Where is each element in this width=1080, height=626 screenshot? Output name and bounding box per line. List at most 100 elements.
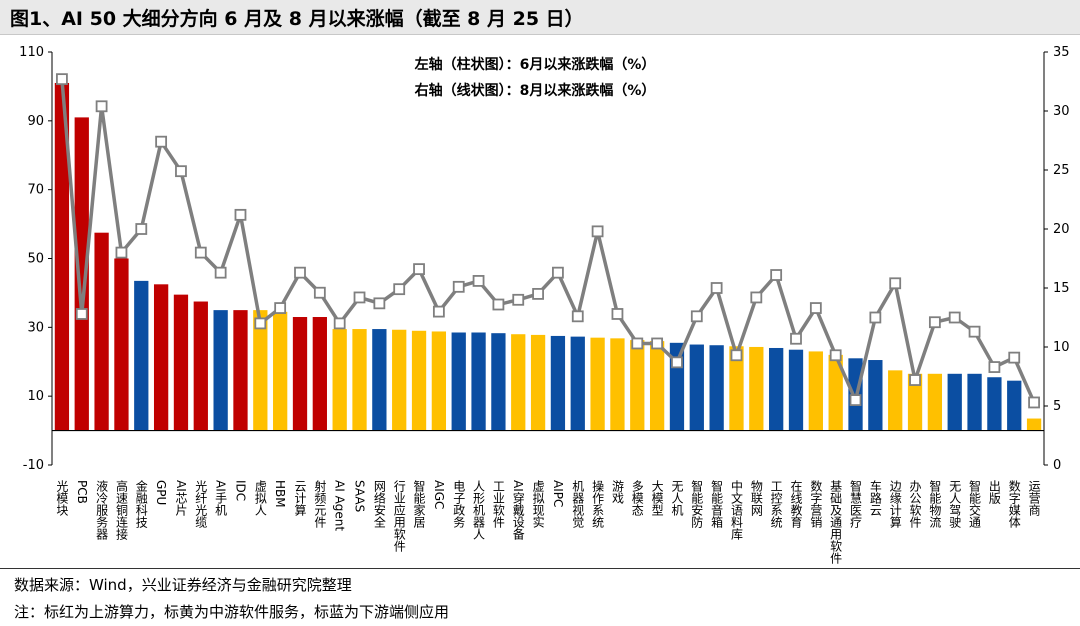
title-bar: 图1、AI 50 大细分方向 6 月及 8 月以来涨幅（截至 8 月 25 日） (0, 0, 1080, 35)
color-legend-note: 注：标红为上游算力，标黄为中游软件服务，标蓝为下游端侧应用 (14, 603, 450, 621)
left-tick-label: 50 (27, 252, 44, 267)
bar (233, 310, 248, 431)
bar (927, 373, 943, 431)
line-point (968, 325, 981, 338)
category-label: AI芯片 (174, 480, 188, 516)
right-tick-label: 15 (1053, 281, 1070, 296)
category-label: SAAS (353, 480, 367, 512)
line-point (115, 246, 128, 259)
category-label: 云计算 (293, 480, 307, 516)
line-point (294, 266, 306, 279)
line-point (909, 374, 921, 386)
bar (888, 370, 903, 431)
category-label: 边缘计算 (888, 480, 902, 528)
line-point (512, 293, 525, 306)
category-label: 中文语料库 (729, 479, 743, 541)
category-label: 虚拟人 (253, 480, 267, 516)
right-tick-label: 20 (1053, 222, 1070, 237)
footer-divider (0, 568, 1080, 569)
bar (1026, 418, 1042, 431)
legend-bar-series: 左轴（柱状图）：6月以来涨跌幅（%） (414, 56, 656, 73)
bar (749, 346, 764, 431)
source-note: 数据来源：Wind，兴业证券经济与金融研究院整理 (14, 576, 352, 594)
left-tick-label: 30 (27, 320, 44, 335)
line-point (194, 246, 207, 259)
bar (392, 329, 407, 431)
bar (947, 373, 962, 431)
line-point (750, 291, 763, 304)
category-label: 车路云 (868, 479, 882, 517)
line-point (631, 337, 644, 350)
bar (649, 341, 665, 431)
line-point (313, 286, 326, 299)
line-point (710, 282, 723, 294)
left-tick-label: -10 (23, 458, 44, 473)
right-tick-label: 0 (1053, 458, 1061, 473)
bar (868, 360, 883, 431)
line-point (671, 356, 683, 369)
line-point (56, 73, 68, 86)
category-label: 网络安全 (372, 480, 386, 528)
bar (610, 338, 625, 431)
left-tick-label: 90 (27, 114, 44, 129)
line-point (730, 349, 743, 362)
line-point (988, 361, 1001, 373)
category-label: 智能物流 (928, 479, 942, 528)
bar (253, 310, 268, 431)
line-point (869, 311, 882, 324)
line-point (492, 298, 505, 311)
bar (372, 329, 387, 431)
category-label: 多模态 (630, 480, 644, 516)
category-label: 人形机器人 (472, 480, 486, 540)
line-point (155, 135, 168, 148)
bar (134, 280, 149, 431)
category-label: 数字营销 (809, 479, 823, 528)
category-label: 高速铜连接 (114, 479, 128, 540)
bar (1007, 380, 1022, 431)
bar (471, 332, 486, 431)
combo-chart: -10 10 30 50 70 90 110 0 5 10 15 20 25 30 35 左轴（柱状图）：6月… (19, 45, 1070, 564)
category-label: 智能家居 (412, 479, 426, 529)
left-tick-label: 10 (27, 389, 44, 404)
line-point (452, 280, 465, 293)
bar (173, 294, 189, 431)
bar (332, 329, 347, 431)
category-label: 在线教育 (789, 480, 803, 529)
category-label: 大模型 (650, 480, 664, 516)
category-label: 射频元件 (313, 479, 327, 528)
bar (94, 232, 109, 431)
legend-line-series: 右轴（线状图）：8月以来涨跌幅（%） (414, 82, 656, 99)
category-label: 操作系统 (591, 479, 605, 528)
category-label: 出版 (987, 480, 1001, 505)
line-point (849, 394, 862, 407)
bar (511, 334, 526, 431)
category-label: 基础及通用软件 (829, 480, 843, 564)
bar (273, 311, 288, 431)
category-label: PCB (75, 480, 89, 504)
line-point (770, 269, 783, 281)
line-point (552, 266, 564, 279)
bar (530, 334, 546, 431)
bar (769, 347, 784, 431)
category-label: 电子政务 (452, 480, 466, 528)
line-series (60, 78, 1036, 404)
category-label: AI手机 (214, 480, 228, 516)
line-point (948, 311, 961, 324)
category-label: 工业软件 (491, 480, 505, 528)
category-label: AI穿戴设备 (511, 480, 525, 540)
category-label: 办公软件 (908, 479, 922, 528)
category-label: 行业应用软件 (392, 480, 406, 552)
bar (808, 351, 823, 431)
line-point (889, 277, 902, 290)
bar (987, 377, 1002, 431)
category-label: AIGC (432, 480, 446, 509)
bar (828, 354, 843, 431)
line-point (571, 310, 584, 323)
line-point (95, 100, 108, 113)
line-point (1008, 351, 1021, 364)
bar (431, 331, 447, 431)
category-label: 游戏 (610, 480, 624, 505)
line-point (333, 317, 346, 330)
category-label: 智能安防 (690, 479, 704, 528)
bar (709, 345, 724, 431)
